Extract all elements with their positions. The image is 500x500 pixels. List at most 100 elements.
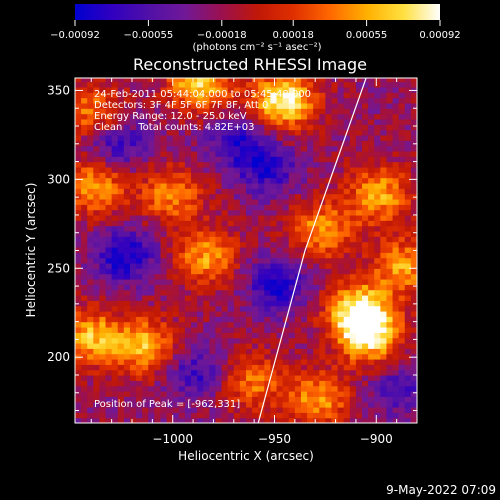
heatmap-cell [300, 353, 308, 360]
heatmap-cell [99, 246, 107, 253]
heatmap-cell [160, 385, 168, 392]
heatmap-cell [282, 145, 290, 152]
heatmap-cell [75, 401, 82, 408]
heatmap-cell [209, 364, 217, 371]
heatmap-cell [75, 150, 82, 157]
heatmap-cell [374, 252, 381, 259]
heatmap-cell [154, 92, 162, 99]
heatmap-cell [172, 289, 180, 296]
heatmap-cell [337, 166, 345, 173]
heatmap-cell [154, 246, 162, 253]
heatmap-cell [209, 374, 217, 381]
heatmap-cell [252, 353, 259, 360]
heatmap-cell [142, 241, 149, 248]
heatmap-cell [227, 78, 235, 83]
heatmap-cell [276, 332, 284, 339]
heatmap-cell [148, 118, 155, 125]
heatmap-cell [362, 417, 369, 423]
heatmap-cell [81, 156, 88, 163]
heatmap-cell [368, 380, 375, 387]
heatmap-cell [203, 140, 210, 147]
heatmap-cell [282, 364, 290, 371]
heatmap-cell [398, 406, 406, 413]
heatmap-cell [337, 198, 345, 205]
heatmap-cell [75, 102, 82, 109]
heatmap-cell [178, 257, 186, 264]
heatmap-cell [215, 348, 223, 355]
heatmap-cell [264, 294, 272, 301]
heatmap-cell [215, 273, 223, 280]
heatmap-cell [374, 332, 381, 339]
heatmap-cell [123, 252, 131, 259]
heatmap-cell [105, 252, 113, 259]
heatmap-cell [172, 364, 180, 371]
heatmap-cell [172, 268, 180, 275]
heatmap-cell [300, 225, 308, 232]
heatmap-cell [166, 177, 174, 184]
heatmap-cell [362, 316, 369, 323]
heatmap-cell [294, 396, 302, 403]
heatmap-cell [148, 177, 155, 184]
heatmap-cell [99, 193, 107, 200]
heatmap-cell [209, 188, 217, 195]
heatmap-cell [270, 172, 278, 179]
heatmap-cell [258, 396, 265, 403]
heatmap-cell [294, 182, 302, 189]
heatmap-cell [319, 326, 326, 333]
heatmap-cell [129, 316, 137, 323]
heatmap-cell [160, 300, 168, 307]
heatmap-cell [392, 310, 400, 317]
heatmap-cell [300, 262, 308, 269]
heatmap-cell [294, 321, 302, 328]
heatmap-cell [368, 284, 375, 291]
heatmap-cell [148, 385, 155, 392]
heatmap-cell [203, 300, 210, 307]
heatmap-cell [136, 108, 143, 115]
heatmap-cell [276, 417, 284, 423]
heatmap-cell [227, 230, 235, 237]
heatmap-cell [258, 252, 265, 259]
heatmap-cell [191, 97, 198, 104]
heatmap-cell [184, 284, 192, 291]
heatmap-cell [410, 369, 417, 376]
heatmap-cell [166, 204, 174, 211]
heatmap-cell [221, 342, 229, 349]
heatmap-cell [117, 412, 125, 419]
heatmap-cell [191, 310, 198, 317]
heatmap-cell [325, 390, 333, 397]
heatmap-cell [362, 262, 369, 269]
heatmap-cell [307, 172, 314, 179]
heatmap-cell [270, 193, 278, 200]
heatmap-cell [307, 129, 314, 136]
heatmap-cell [337, 337, 345, 344]
heatmap-cell [349, 230, 357, 237]
heatmap-cell [258, 353, 265, 360]
heatmap-cell [404, 86, 412, 93]
heatmap-cell [319, 417, 326, 423]
heatmap-cell [136, 257, 143, 264]
heatmap-cell [160, 108, 168, 115]
heatmap-cell [410, 214, 417, 221]
heatmap-cell [99, 188, 107, 195]
heatmap-cell [93, 369, 101, 376]
heatmap-cell [337, 225, 345, 232]
heatmap-cell [184, 294, 192, 301]
heatmap-cell [258, 193, 265, 200]
heatmap-cell [87, 316, 94, 323]
heatmap-cell [111, 321, 119, 328]
heatmap-cell [288, 118, 296, 125]
heatmap-cell [117, 209, 125, 216]
heatmap-cell [221, 220, 229, 227]
heatmap-cell [105, 214, 113, 221]
heatmap-cell [252, 97, 259, 104]
heatmap-cell [380, 209, 388, 216]
heatmap-cell [160, 273, 168, 280]
heatmap-cell [160, 102, 168, 109]
heatmap-cell [307, 300, 314, 307]
heatmap-cell [81, 300, 88, 307]
heatmap-cell [215, 150, 223, 157]
heatmap-cell [386, 401, 394, 408]
heatmap-cell [404, 401, 412, 408]
heatmap-cell [239, 102, 247, 109]
heatmap-cell [374, 220, 381, 227]
